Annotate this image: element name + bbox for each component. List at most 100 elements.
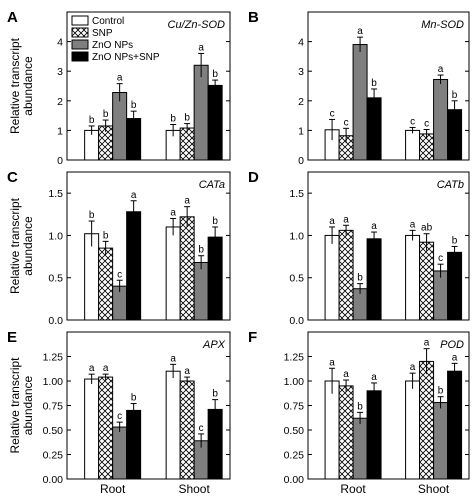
y-axis-label-line: abundance: [21, 216, 35, 276]
significance-label: b: [89, 210, 95, 221]
significance-label: b: [131, 100, 137, 111]
bar: [433, 270, 449, 321]
y-tick-label: 3: [298, 66, 304, 78]
significance-label: a: [410, 219, 416, 230]
bar: [179, 216, 195, 321]
y-tick-label: 1: [57, 125, 63, 137]
bar: [84, 233, 100, 321]
significance-label: a: [184, 196, 190, 207]
bar: [338, 229, 354, 321]
significance-label: a: [343, 214, 349, 225]
y-tick-label: 4: [298, 37, 304, 49]
significance-label: b: [357, 273, 363, 284]
axes-frame: [307, 171, 470, 321]
y-tick-label: 1.0: [289, 230, 304, 242]
y-tick-label: 2: [57, 96, 63, 108]
significance-label: b: [452, 90, 458, 101]
significance-label: b: [103, 230, 109, 241]
bar: [98, 247, 114, 321]
y-axis-label: Relative transcriptabundance: [8, 197, 35, 294]
bar: [112, 426, 128, 480]
y-tick-label: 0.25: [284, 450, 305, 462]
significance-label: a: [117, 73, 123, 84]
significance-label: a: [89, 363, 95, 374]
bar: [447, 251, 463, 321]
bar: [405, 380, 421, 480]
significance-label: a: [424, 338, 430, 349]
gene-label: POD: [440, 339, 464, 351]
significance-label: a: [438, 64, 444, 75]
panel-letter: A: [7, 9, 18, 26]
gene-label: Cu/Zn-SOD: [168, 19, 226, 31]
significance-label: c: [344, 117, 349, 128]
category-label: Root: [340, 482, 366, 496]
y-tick-label: 0.00: [43, 474, 64, 486]
bar: [193, 261, 209, 321]
significance-label: c: [199, 423, 204, 434]
legend-label: ZnO NPs: [92, 40, 133, 51]
y-axis-label-line: Relative transcript: [8, 37, 22, 134]
significance-label: a: [452, 352, 458, 363]
bar: [338, 385, 354, 480]
significance-label: a: [184, 366, 190, 377]
bar: [366, 97, 382, 161]
y-tick-label: 0: [57, 155, 63, 167]
y-tick-label: 0: [298, 155, 304, 167]
bar: [433, 402, 449, 480]
panel-letter: F: [248, 329, 257, 346]
axes-frame: [66, 11, 231, 161]
bar: [433, 78, 449, 161]
bar: [207, 408, 223, 480]
y-axis-label-line: abundance: [21, 375, 35, 435]
significance-label: a: [170, 353, 176, 364]
y-tick-label: 0.75: [43, 401, 64, 413]
y-tick-label: 0.0: [48, 315, 63, 327]
bar: [179, 380, 195, 480]
legend-swatch: [71, 27, 89, 38]
y-tick-label: 0.25: [43, 450, 64, 462]
significance-label: c: [117, 269, 122, 280]
legend-swatch: [71, 51, 89, 62]
significance-label: b: [103, 109, 109, 120]
gene-label: CATa: [199, 179, 225, 191]
legend-swatch: [71, 15, 89, 26]
gene-label: CATb: [437, 179, 464, 191]
axes-frame: [307, 11, 470, 161]
significance-label: b: [184, 113, 190, 124]
y-tick-label: 0.75: [284, 401, 305, 413]
significance-label: a: [371, 372, 377, 383]
bar: [352, 417, 368, 480]
y-axis-label: Relative transcriptabundance: [8, 37, 35, 134]
y-tick-label: 1.5: [289, 188, 304, 200]
y-tick-label: 3: [57, 66, 63, 78]
bar: [352, 44, 368, 161]
significance-label: b: [212, 69, 218, 80]
significance-label: b: [212, 216, 218, 227]
bar: [207, 236, 223, 321]
legend-swatch: [71, 39, 89, 50]
y-tick-label: 0.00: [284, 474, 305, 486]
bar: [366, 238, 382, 321]
y-axis-label-line: abundance: [21, 56, 35, 116]
y-tick-label: 0.5: [48, 273, 63, 285]
bar: [405, 129, 421, 161]
significance-label: a: [131, 190, 137, 201]
significance-label: c: [410, 116, 415, 127]
significance-label: a: [103, 363, 109, 374]
gene-label: APX: [202, 339, 226, 351]
panel-letter: D: [248, 169, 259, 186]
significance-label: b: [198, 245, 204, 256]
panel-letter: E: [7, 329, 17, 346]
category-label: Shoot: [178, 482, 210, 496]
significance-label: c: [438, 253, 443, 264]
bar: [324, 380, 340, 480]
y-tick-label: 1.25: [43, 352, 64, 364]
y-axis-label: Relative transcriptabundance: [8, 357, 35, 454]
significance-label: b: [89, 115, 95, 126]
gene-label: Mn-SOD: [421, 19, 464, 31]
